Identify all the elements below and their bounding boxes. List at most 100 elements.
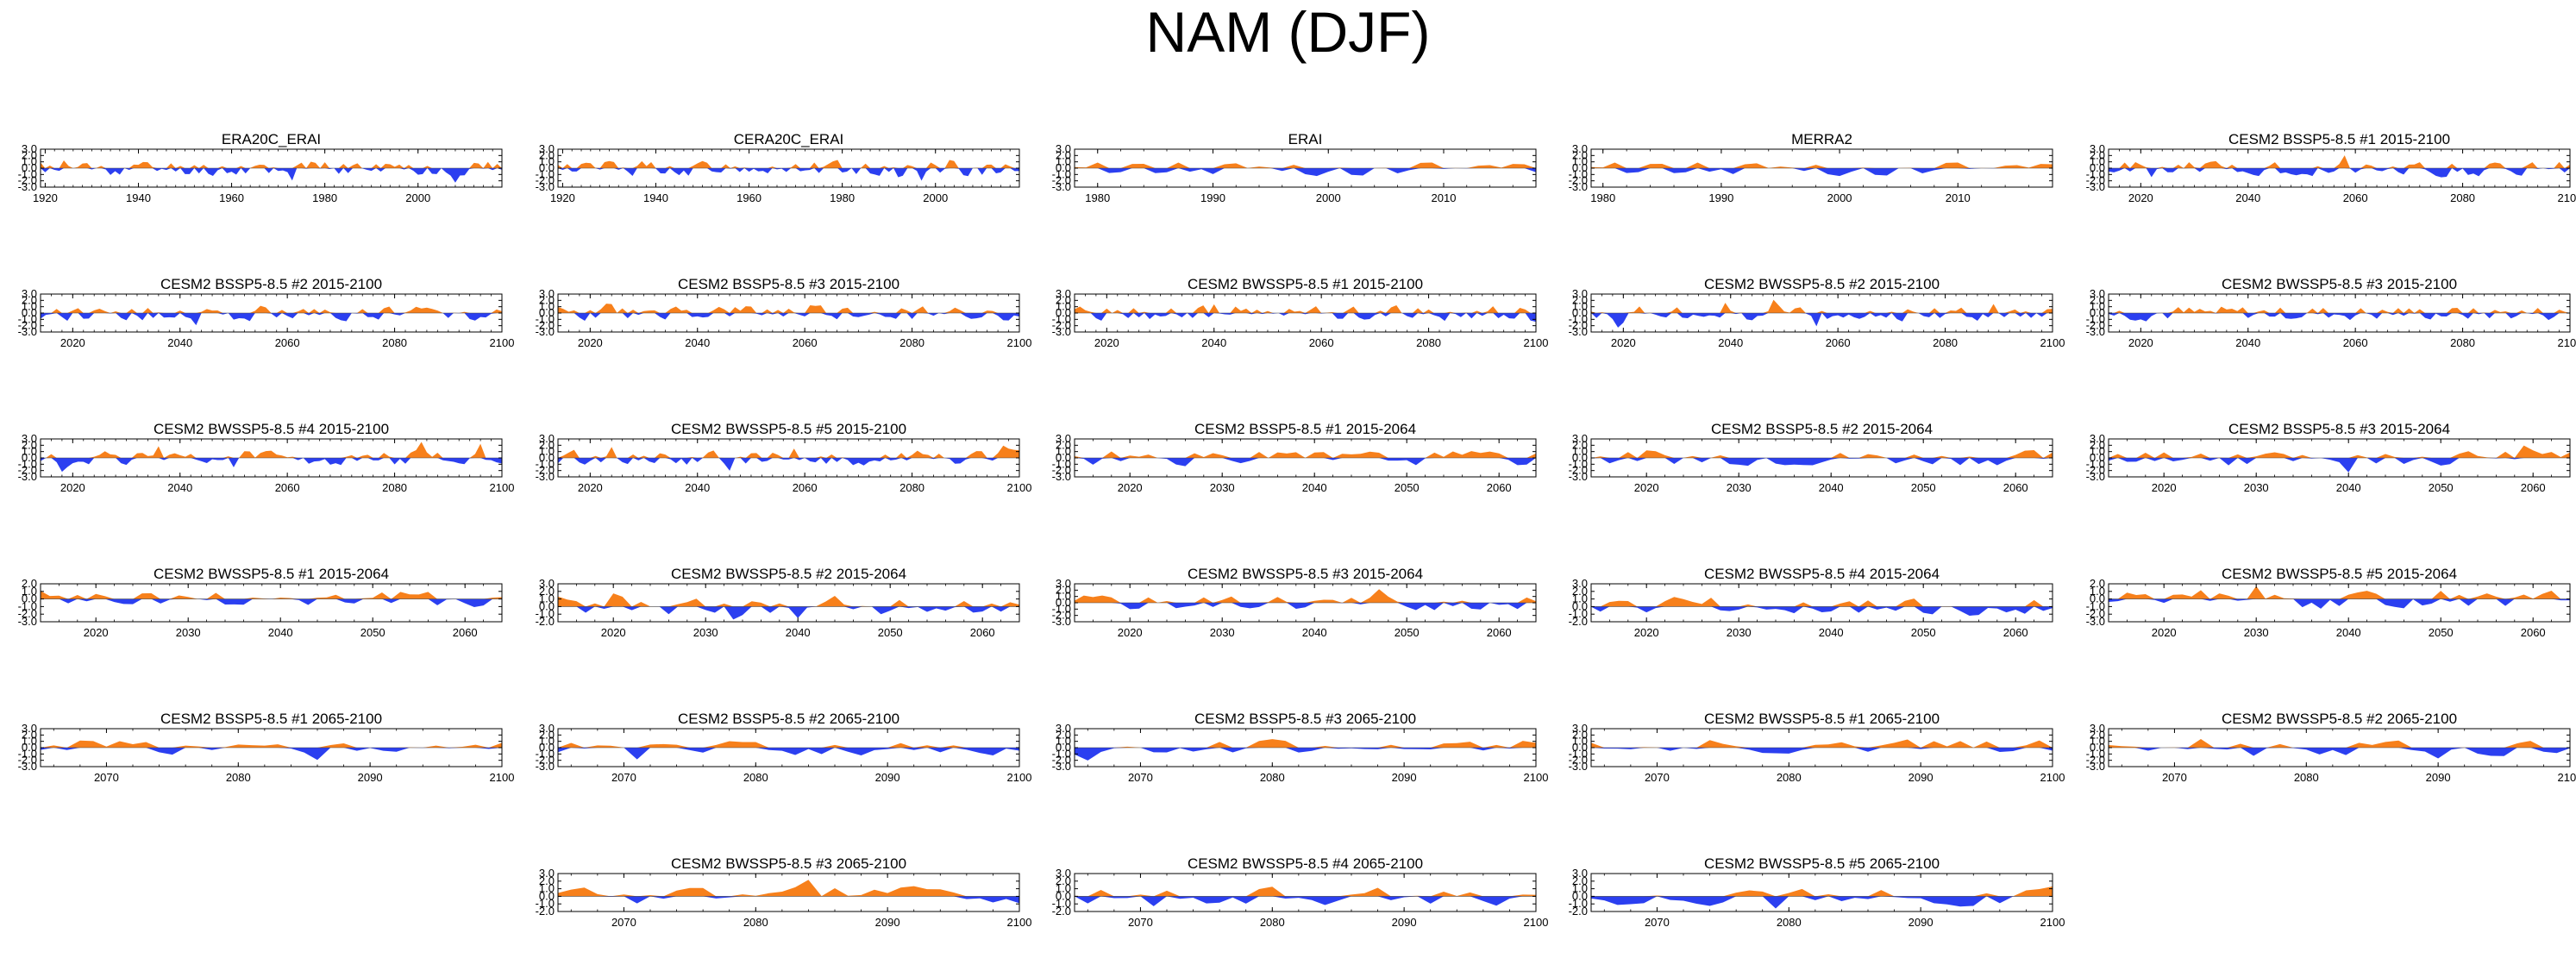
panel-title: CESM2 BWSSP5-8.5 #2 2015-2100 — [1704, 276, 1940, 292]
x-tick-label: 2080 — [2294, 771, 2319, 784]
x-tick-label: 2100 — [1524, 336, 1549, 349]
y-tick-label: 3.0 — [1056, 577, 1071, 590]
x-tick-label: 2050 — [360, 626, 385, 639]
x-tick-label: 2030 — [693, 626, 718, 639]
y-tick-label: 1.0 — [1572, 735, 1588, 748]
y-tick-label: 2.0 — [1572, 874, 1588, 887]
x-tick-label: 2040 — [1819, 626, 1844, 639]
plot-frame — [1074, 873, 1537, 912]
positive-area — [1591, 299, 2053, 313]
x-tick-label: 2100 — [2558, 771, 2576, 784]
y-tick-label: 3.0 — [539, 722, 555, 735]
y-tick-label: 3.0 — [1572, 577, 1588, 590]
y-tick-label: 1.0 — [539, 300, 555, 313]
x-tick-label: 2080 — [1260, 916, 1285, 929]
negative-area — [1075, 603, 1536, 611]
y-tick-label: -2.0 — [1569, 319, 1588, 332]
x-tick-label: 2060 — [793, 336, 818, 349]
y-tick-label: 1.0 — [1572, 300, 1588, 313]
positive-area — [558, 445, 1019, 458]
y-tick-label: 3.0 — [1056, 867, 1071, 880]
panel-chart: CESM2 BSSP5-8.5 #3 2015-2100 3.02.01.00.0… — [536, 276, 1032, 349]
panel-chart: CESM2 BWSSP5-8.5 #3 2015-2100 3.02.01.00.… — [2086, 276, 2576, 349]
x-tick-label: 2100 — [2558, 191, 2576, 204]
x-tick-label: 2080 — [1933, 336, 1958, 349]
y-tick-label: 0.0 — [1572, 451, 1588, 464]
panel-chart: CESM2 BSSP5-8.5 #1 2015-2100 3.02.01.00.0… — [2086, 131, 2576, 204]
panel-title: ERA20C_ERAI — [222, 131, 321, 147]
x-tick-label: 2080 — [743, 916, 768, 929]
x-tick-label: 2070 — [1645, 771, 1670, 784]
y-tick-label: 2.0 — [22, 438, 37, 451]
panel-title: CESM2 BSSP5-8.5 #3 2015-2064 — [2228, 421, 2450, 437]
y-tick-label: 0.0 — [1056, 451, 1071, 464]
positive-area — [1075, 589, 1536, 603]
y-tick-label: -3.0 — [536, 760, 555, 773]
y-tick-label: 2.0 — [1572, 438, 1588, 451]
y-tick-label: -2.0 — [1569, 615, 1588, 628]
y-tick-label: 1.0 — [22, 155, 37, 168]
y-tick-label: 3.0 — [1572, 142, 1588, 155]
y-tick-label: -3.0 — [1052, 325, 1071, 338]
x-tick-label: 2020 — [2128, 336, 2153, 349]
plot-frame — [2108, 583, 2571, 623]
panel-title: CESM2 BSSP5-8.5 #2 2015-2064 — [1711, 421, 1933, 437]
panel-chart: CESM2 BWSSP5-8.5 #1 2015-2100 3.02.01.00.… — [1052, 276, 1549, 349]
panel-title: CESM2 BWSSP5-8.5 #3 2065-2100 — [671, 855, 906, 872]
y-tick-label: 1.0 — [22, 300, 37, 313]
x-tick-label: 2060 — [2343, 336, 2368, 349]
panel-title: CESM2 BWSSP5-8.5 #5 2015-2064 — [2222, 566, 2457, 582]
panel-title: ERAI — [1288, 131, 1323, 147]
x-tick-label: 2050 — [878, 626, 903, 639]
x-tick-label: 2020 — [2152, 626, 2177, 639]
panel-title: CESM2 BWSSP5-8.5 #2 2065-2100 — [2222, 711, 2457, 727]
y-tick-label: -1.0 — [1052, 602, 1071, 615]
x-tick-label: 2040 — [1201, 336, 1226, 349]
y-tick-label: 2.0 — [1056, 728, 1071, 741]
y-tick-label: 3.0 — [1056, 432, 1071, 445]
x-tick-label: 2030 — [2244, 481, 2269, 494]
negative-area — [558, 313, 1019, 321]
y-tick-label: 2.0 — [1572, 293, 1588, 306]
y-tick-label: 0.0 — [1572, 306, 1588, 319]
positive-area — [41, 442, 502, 458]
y-tick-label: 0.0 — [1056, 889, 1071, 902]
positive-area — [1075, 451, 1536, 458]
x-tick-label: 2100 — [2040, 336, 2065, 349]
panel-chart: ERAI 3.02.01.00.0-1.0-2.0-3.0 1980 1990 2000… — [1052, 131, 1537, 204]
y-tick-label: 3.0 — [2090, 287, 2105, 300]
negative-area — [1591, 168, 2053, 177]
x-tick-label: 2060 — [1826, 336, 1851, 349]
x-tick-label: 2060 — [1487, 481, 1512, 494]
positive-area — [1075, 304, 1536, 313]
x-tick-label: 2040 — [2235, 336, 2260, 349]
y-tick-label: -1.0 — [1569, 607, 1588, 620]
y-tick-label: 1.0 — [539, 735, 555, 748]
x-tick-label: 2060 — [1487, 626, 1512, 639]
y-tick-label: -3.0 — [1569, 470, 1588, 483]
x-tick-label: 2080 — [2450, 336, 2475, 349]
y-tick-label: -2.0 — [18, 464, 37, 477]
y-tick-label: -3.0 — [2086, 615, 2105, 628]
y-tick-label: 1.0 — [1056, 735, 1071, 748]
y-tick-label: 1.0 — [2090, 445, 2105, 458]
y-tick-label: 1.0 — [539, 445, 555, 458]
panel-title: CESM2 BWSSP5-8.5 #4 2015-2064 — [1704, 566, 1940, 582]
y-tick-label: 0.0 — [22, 451, 37, 464]
y-tick-label: -3.0 — [2086, 760, 2105, 773]
negative-area — [41, 458, 502, 473]
y-tick-label: -2.0 — [536, 905, 555, 918]
y-tick-label: 1.0 — [1056, 155, 1071, 168]
x-tick-label: 2050 — [1395, 626, 1420, 639]
y-tick-label: 0.0 — [1056, 306, 1071, 319]
x-tick-label: 2040 — [1302, 481, 1327, 494]
negative-area — [558, 748, 1019, 760]
x-tick-label: 1980 — [830, 191, 855, 204]
y-tick-label: -2.0 — [2086, 754, 2105, 767]
x-tick-label: 2040 — [685, 481, 710, 494]
y-tick-label: 3.0 — [1572, 867, 1588, 880]
y-tick-label: -2.0 — [1569, 464, 1588, 477]
y-tick-label: -1.0 — [1569, 897, 1588, 910]
y-tick-label: -3.0 — [18, 325, 37, 338]
